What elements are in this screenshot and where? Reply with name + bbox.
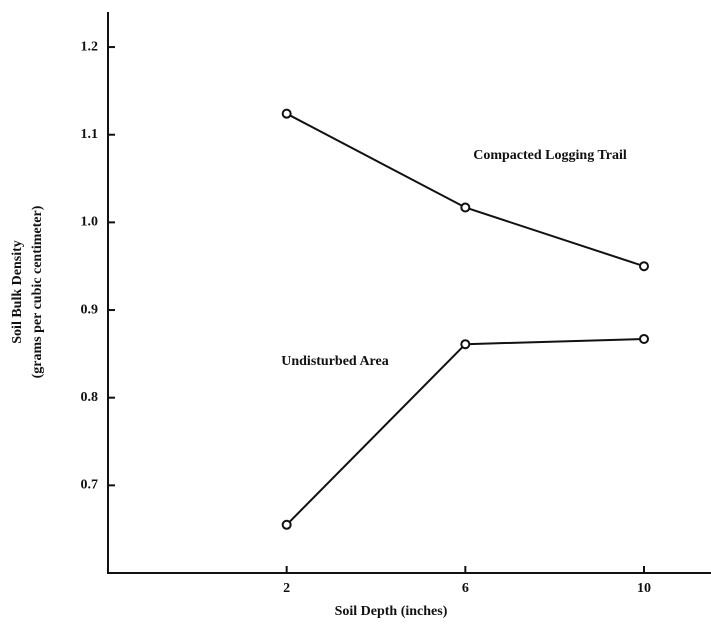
y-tick-label: 1.2	[81, 39, 99, 54]
x-tick-label: 2	[283, 581, 290, 596]
y-tick-label: 0.8	[81, 390, 99, 405]
point	[460, 202, 471, 213]
point	[639, 261, 649, 272]
y-axis-label: (grams per cubic centimeter)	[30, 205, 45, 378]
point	[281, 519, 292, 530]
y-tick-label: 0.9	[81, 302, 99, 317]
y-axis-label: Soil Bulk Density	[10, 240, 25, 343]
y-tick-label: 1.0	[81, 215, 99, 230]
x-axis-label: Soil Depth (inches)	[335, 604, 448, 619]
series-line	[286, 112, 645, 268]
point	[281, 108, 292, 119]
x-tick-label: 10	[637, 581, 651, 596]
x-tick-label: 6	[462, 581, 469, 596]
point	[460, 339, 471, 350]
series-label: Undisturbed Area	[281, 354, 388, 369]
axes	[107, 12, 711, 574]
y-tick-label: 1.1	[81, 127, 99, 142]
point	[639, 333, 649, 344]
series-label: Compacted Logging Trail	[473, 148, 627, 163]
y-tick-label: 0.7	[81, 478, 99, 493]
